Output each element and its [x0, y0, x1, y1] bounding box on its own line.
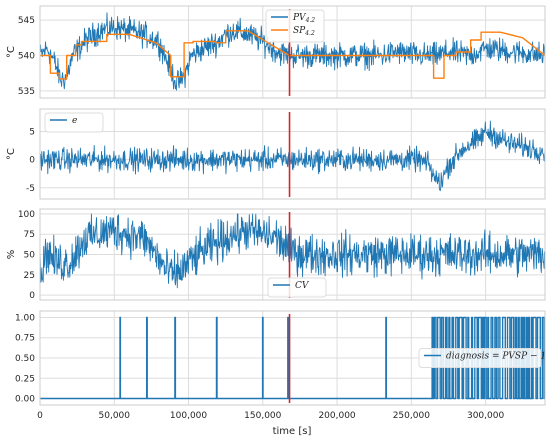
- y-axis-label: %: [6, 250, 17, 260]
- legend-box: [267, 277, 327, 298]
- legend-label: diagnosis = PVSP − 1: [446, 352, 546, 362]
- y-tick-label: 1.00: [15, 313, 35, 323]
- y-tick-label: 25: [24, 271, 35, 281]
- y-tick-label: 545: [18, 16, 35, 26]
- plot-area: [40, 12, 545, 91]
- legend-label-subscript: 4.2: [305, 17, 316, 24]
- y-tick-label: 535: [18, 87, 35, 97]
- y-tick-label: 50: [24, 251, 36, 261]
- legend-label-subscript: 4.2: [304, 30, 315, 37]
- series-line-sp: [40, 30, 545, 80]
- x-tick-label: 200,000: [318, 411, 355, 421]
- y-tick-label: 540: [18, 52, 35, 62]
- axes-frame: [39, 208, 546, 301]
- x-tick-label: 0: [37, 411, 43, 421]
- series-line-cv: [40, 213, 545, 289]
- x-axis-label: time [s]: [273, 426, 312, 437]
- axes-frame: [39, 310, 546, 406]
- axes-frame: [39, 108, 546, 200]
- plot-area: [40, 316, 545, 400]
- panel-pv-sp: 535 540 545 °C PV4.2 SP4.2: [6, 5, 546, 99]
- plot-area: [40, 213, 545, 289]
- panel-error: -5 0 5 °C e: [6, 108, 546, 200]
- legend-box: [44, 112, 104, 133]
- y-tick-label: 75: [24, 230, 35, 240]
- legend: diagnosis = PVSP − 1: [418, 348, 546, 368]
- y-axis-label: °C: [6, 46, 17, 58]
- y-axis-label: °C: [6, 148, 17, 160]
- legend-box: [418, 348, 542, 368]
- y-tick-label: -5: [26, 184, 35, 194]
- series-line-diagnosis: [40, 316, 545, 400]
- y-tick-label: 0: [29, 156, 35, 166]
- legend: PV4.2 SP4.2: [265, 9, 325, 43]
- plot-area: [40, 120, 545, 192]
- y-tick-label: 0: [29, 291, 35, 301]
- y-tick-label: 0.25: [15, 374, 35, 384]
- y-tick-label: 100: [18, 210, 35, 220]
- x-tick-label: 100,000: [170, 411, 207, 421]
- x-tick-label: 250,000: [393, 411, 430, 421]
- y-tick-label: 5: [29, 128, 35, 138]
- x-tick-label: 300,000: [467, 411, 504, 421]
- x-tick-label: 150,000: [244, 411, 281, 421]
- legend-label: SP4.2: [293, 26, 315, 37]
- series-line-e: [40, 120, 545, 192]
- legend: e: [44, 112, 104, 133]
- legend-box: [265, 9, 325, 43]
- y-tick-label: 0.50: [15, 354, 35, 364]
- legend-label: e: [72, 116, 77, 126]
- x-tick-label: 50,000: [99, 411, 131, 421]
- panel-cv: 0 25 50 75 100% CV: [6, 208, 546, 301]
- x-axis: 0 50,000 100,000 150,000 200,000 250,000 300,0…: [37, 411, 504, 421]
- legend-label: CV: [295, 281, 310, 291]
- y-tick-label: 0.00: [15, 395, 35, 405]
- y-tick-label: 0.75: [15, 334, 35, 344]
- legend: CV: [267, 277, 327, 298]
- legend-label: PV4.2: [292, 13, 315, 24]
- axes-frame: [39, 5, 546, 99]
- panel-diagnosis: 0.00 0.25 0.50 0.75 1.00 diagnosis = PVSP − 1: [15, 310, 546, 406]
